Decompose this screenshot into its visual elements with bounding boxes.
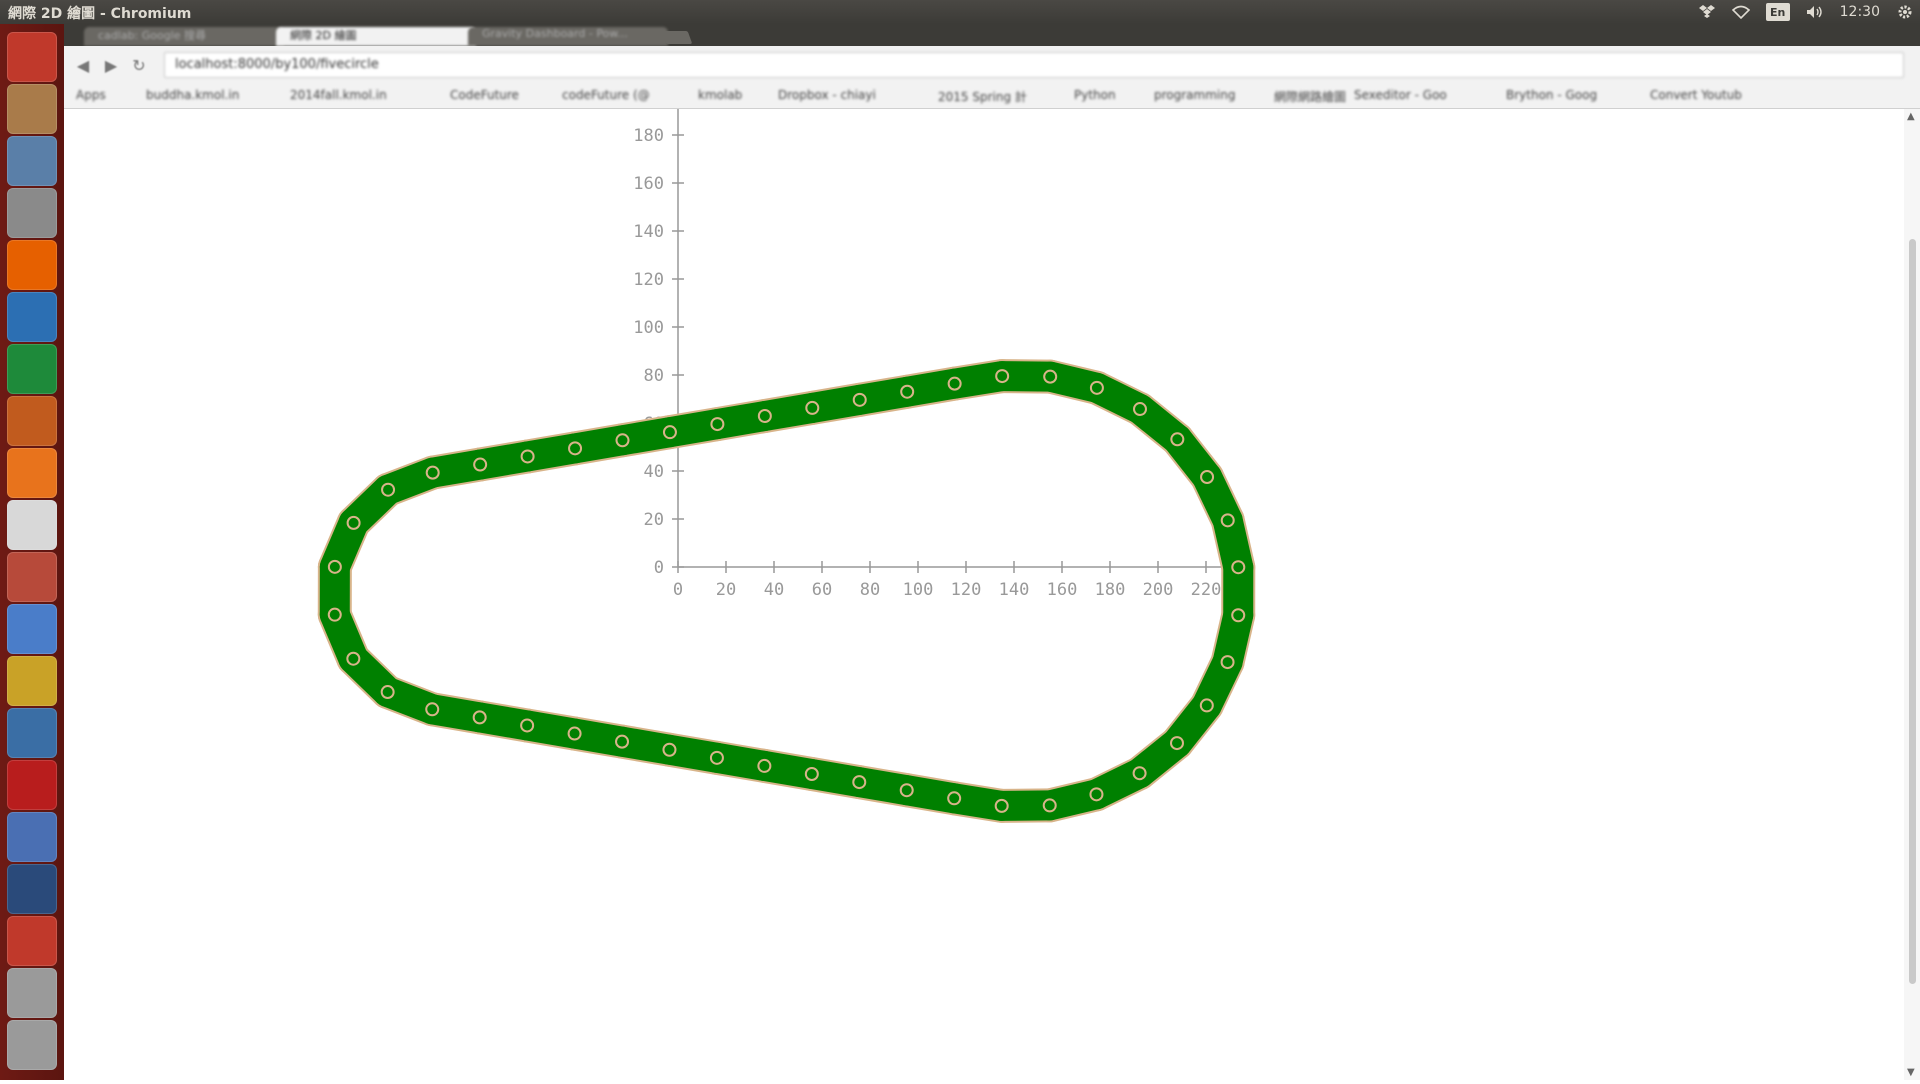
writer-icon[interactable] xyxy=(7,292,57,342)
launcher xyxy=(0,24,64,1080)
volume-icon[interactable] xyxy=(1806,3,1824,21)
amazon-icon[interactable] xyxy=(7,500,57,550)
text-editor-icon[interactable] xyxy=(7,188,57,238)
bookmark-8[interactable]: Python xyxy=(1074,88,1116,102)
bookmark-10[interactable]: 網際網路繪圖 xyxy=(1274,88,1346,105)
x-tick-label: 140 xyxy=(999,580,1030,600)
gear-icon[interactable] xyxy=(1896,3,1914,21)
tab-google-search[interactable]: cadlab: Google 搜尋 xyxy=(84,27,284,46)
vertical-scrollbar[interactable]: ▲ ▼ xyxy=(1904,109,1920,1080)
ubuntu-dash-icon[interactable] xyxy=(7,32,57,82)
new-tab-button[interactable] xyxy=(662,31,693,44)
trash-icon[interactable] xyxy=(7,1020,57,1070)
clock[interactable]: 12:30 xyxy=(1840,4,1880,20)
workspace-switcher-icon[interactable] xyxy=(7,968,57,1018)
bookmark-11[interactable]: Sexeditor - Goo xyxy=(1354,88,1447,102)
chromium-icon[interactable] xyxy=(7,604,57,654)
y-tick-label: 140 xyxy=(633,222,664,242)
scroll-down-icon[interactable]: ▼ xyxy=(1907,1067,1915,1078)
bookmark-2[interactable]: 2014fall.kmol.in xyxy=(290,88,387,102)
impress-icon[interactable] xyxy=(7,396,57,446)
x-tick-label: 160 xyxy=(1047,580,1078,600)
bookmark-4[interactable]: codeFuture (@ xyxy=(562,88,650,102)
system-settings-icon[interactable] xyxy=(7,552,57,602)
back-arrow-icon: ◀ xyxy=(77,56,89,75)
calc-icon[interactable] xyxy=(7,344,57,394)
reload-icon: ↻ xyxy=(132,56,145,75)
address-bar[interactable]: localhost:8000/by100/fivecircle xyxy=(164,52,1904,78)
y-tick-label: 180 xyxy=(633,126,664,146)
bookmark-1[interactable]: buddha.kmol.in xyxy=(146,88,239,102)
system-monitor-icon[interactable] xyxy=(7,708,57,758)
files-icon[interactable] xyxy=(7,84,57,134)
x-tick-label: 60 xyxy=(812,580,832,600)
bookmark-9[interactable]: programming xyxy=(1154,88,1235,102)
bookmark-0[interactable]: Apps xyxy=(76,88,106,102)
bookmark-3[interactable]: CodeFuture xyxy=(450,88,519,102)
tab-strip: cadlab: Google 搜尋 網際 2D 繪圖 Gravity Dashb… xyxy=(64,24,1920,46)
y-tick-label: 80 xyxy=(644,366,664,386)
bookmark-12[interactable]: Brython - Goog xyxy=(1506,88,1597,102)
app-icon-2[interactable] xyxy=(7,916,57,966)
bookmark-6[interactable]: Dropbox - chiayi xyxy=(778,88,876,102)
kdiff-icon[interactable] xyxy=(7,864,57,914)
reload-button[interactable]: ↻ xyxy=(128,54,150,76)
xterm-icon[interactable] xyxy=(7,656,57,706)
keyboard-icon[interactable]: En xyxy=(1766,3,1790,21)
dropbox-icon[interactable] xyxy=(1698,3,1716,21)
x-tick-label: 120 xyxy=(951,580,982,600)
y-tick-label: 100 xyxy=(633,318,664,338)
computer-icon[interactable] xyxy=(7,136,57,186)
bookmarks-bar: Apps buddha.kmol.in 2014fall.kmol.in CodeFu… xyxy=(64,84,1920,109)
y-tick-label: 160 xyxy=(633,174,664,194)
system-tray: En 12:30 xyxy=(1698,0,1914,24)
y-tick-label: 20 xyxy=(644,510,664,530)
window-title: 網際 2D 繪圖 - Chromium xyxy=(8,3,191,23)
browser-toolbar: ◀ ▶ ↻ localhost:8000/by100/fivecircle xyxy=(64,46,1920,84)
wifi-icon[interactable] xyxy=(1732,3,1750,21)
y-tick-label: 0 xyxy=(654,558,664,578)
forward-arrow-icon: ▶ xyxy=(105,56,117,75)
x-tick-label: 200 xyxy=(1143,580,1174,600)
firefox-icon[interactable] xyxy=(7,240,57,290)
y-tick-label: 120 xyxy=(633,270,664,290)
bookmark-7[interactable]: 2015 Spring 計 xyxy=(938,88,1027,105)
x-tick-label: 20 xyxy=(716,580,736,600)
forward-button[interactable]: ▶ xyxy=(100,54,122,76)
software-center-icon[interactable] xyxy=(7,448,57,498)
app-icon[interactable] xyxy=(7,812,57,862)
x-tick-label: 180 xyxy=(1095,580,1126,600)
scroll-thumb[interactable] xyxy=(1909,239,1916,984)
x-tick-label: 0 xyxy=(673,580,683,600)
tab-dashboard[interactable]: Gravity Dashboard - Pow... xyxy=(468,27,668,46)
bookmark-13[interactable]: Convert Youtub xyxy=(1650,88,1742,102)
chain-chart: 0204060801001201401601802002200204060801… xyxy=(64,109,1904,1080)
y-tick-label: 40 xyxy=(644,462,664,482)
back-button[interactable]: ◀ xyxy=(72,54,94,76)
filezilla-icon[interactable] xyxy=(7,760,57,810)
x-tick-label: 80 xyxy=(860,580,880,600)
scroll-up-icon[interactable]: ▲ xyxy=(1907,111,1915,122)
tab-web-2d-drawing[interactable]: 網際 2D 繪圖 xyxy=(276,27,476,46)
chain-link xyxy=(432,709,479,717)
top-panel: 網際 2D 繪圖 - Chromium En 12:30 xyxy=(0,0,1920,24)
x-tick-label: 40 xyxy=(764,580,784,600)
page-content: 0204060801001201401601802002200204060801… xyxy=(64,109,1904,1080)
x-tick-label: 100 xyxy=(903,580,934,600)
x-tick-label: 220 xyxy=(1191,580,1222,600)
bookmark-5[interactable]: kmolab xyxy=(698,88,742,102)
